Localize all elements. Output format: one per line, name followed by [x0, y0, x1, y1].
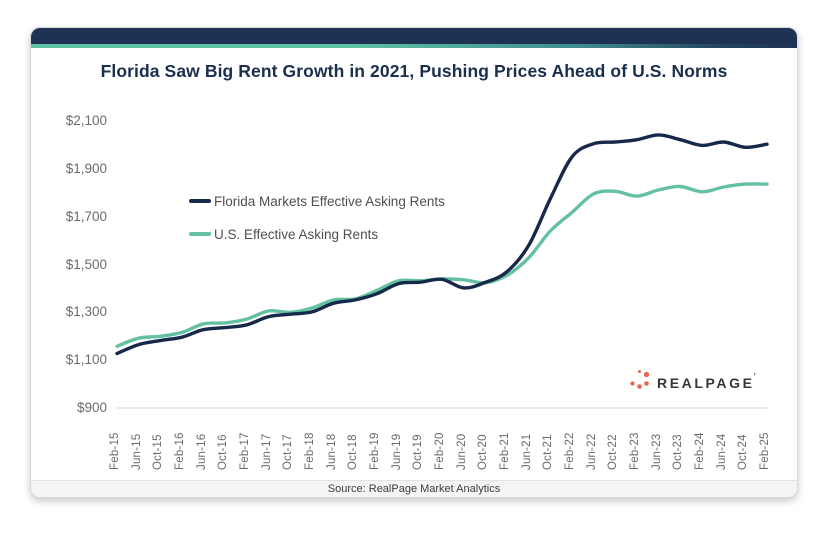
- x-tick-label: Oct-15: [152, 434, 165, 470]
- realpage-wordmark: REALPAGE’: [657, 373, 759, 391]
- legend-item-us: U.S. Effective Asking Rents: [189, 221, 445, 247]
- x-tick-label: Feb-20: [434, 432, 446, 470]
- x-tick-label: Oct-19: [412, 434, 425, 470]
- source-bar: Source: RealPage Market Analytics: [31, 480, 797, 497]
- x-tick-label: Jun-19: [390, 433, 403, 470]
- x-tick-label: Feb-25: [759, 432, 771, 470]
- x-tick-label: Jun-20: [455, 433, 468, 470]
- x-tick-label: Feb-23: [629, 432, 641, 470]
- x-tick-label: Jun-17: [260, 433, 273, 470]
- x-tick-label: Oct-22: [607, 434, 620, 470]
- legend-item-florida: Florida Markets Effective Asking Rents: [189, 188, 445, 214]
- y-tick-label: $1,100: [65, 352, 107, 368]
- x-tick-label: Jun-15: [130, 433, 143, 470]
- x-tick-label: Jun-22: [585, 433, 598, 470]
- x-tick-label: Oct-17: [282, 434, 295, 470]
- x-tick-label: Feb-22: [564, 432, 576, 470]
- x-tick-label: Jun-18: [325, 433, 338, 470]
- x-tick-label: Oct-24: [737, 434, 750, 470]
- x-tick-label: Oct-18: [347, 434, 360, 470]
- x-tick-label: Oct-16: [217, 434, 230, 470]
- chart-title: Florida Saw Big Rent Growth in 2021, Pus…: [100, 61, 728, 81]
- x-tick-label: Oct-23: [672, 434, 685, 470]
- plot-svg: [115, 133, 769, 409]
- y-tick-label: $1,500: [65, 256, 107, 272]
- y-tick-label: $1,700: [65, 208, 107, 224]
- x-tick-label: Jun-23: [650, 433, 663, 470]
- legend-label-florida: Florida Markets Effective Asking Rents: [214, 193, 445, 209]
- x-tick-label: Feb-18: [304, 432, 316, 470]
- florida-markets-line: [115, 133, 769, 356]
- x-tick-label: Feb-24: [694, 432, 706, 470]
- legend: Florida Markets Effective Asking Rents U…: [189, 188, 445, 254]
- x-tick-label: Feb-17: [239, 432, 251, 470]
- x-tick-label: Feb-21: [499, 432, 511, 470]
- x-tick-label: Jun-16: [195, 433, 208, 470]
- x-tick-label: Oct-21: [542, 434, 555, 470]
- realpage-dots-icon: [630, 370, 650, 389]
- x-tick-label: Feb-16: [174, 432, 186, 470]
- realpage-logo: REALPAGE’: [629, 364, 779, 396]
- source-text: Source: RealPage Market Analytics: [327, 483, 501, 495]
- x-tick-label: Feb-19: [369, 432, 381, 470]
- y-tick-label: $1,300: [65, 304, 107, 320]
- y-tick-label: $1,900: [65, 160, 107, 176]
- x-tick-label: Feb-15: [109, 432, 121, 470]
- trademark-tick: ’: [753, 373, 759, 380]
- chart-card: Florida Saw Big Rent Growth in 2021, Pus…: [30, 27, 798, 498]
- y-tick-label: $900: [76, 400, 107, 415]
- us-line-swatch-icon: [189, 232, 211, 236]
- accent-gradient-line: [31, 44, 797, 48]
- x-tick-label: Jun-24: [715, 433, 728, 470]
- card-header-bar: [31, 28, 797, 44]
- x-tick-label: Jun-21: [520, 433, 533, 470]
- florida-line-swatch-icon: [189, 199, 211, 203]
- y-tick-label: $2,100: [65, 113, 107, 128]
- x-tick-label: Oct-20: [477, 434, 490, 470]
- plot-area: [115, 121, 769, 409]
- legend-label-us: U.S. Effective Asking Rents: [214, 226, 379, 242]
